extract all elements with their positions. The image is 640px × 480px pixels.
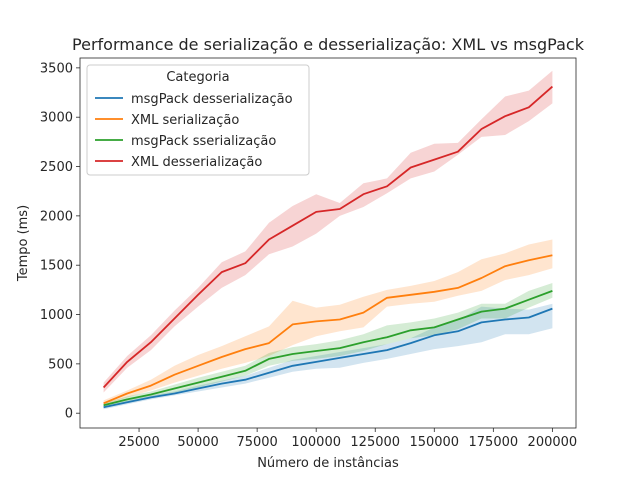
- legend-title: Categoria: [166, 70, 229, 85]
- y-tick-label: 3000: [40, 111, 73, 126]
- chart-title: Performance de serialização e desseriali…: [72, 35, 585, 54]
- x-axis-label: Número de instâncias: [257, 456, 399, 471]
- legend-label-msgpack-desserializacao: msgPack desserialização: [131, 92, 293, 107]
- legend-box: [86, 64, 310, 176]
- x-tick-label: 150000: [409, 435, 459, 450]
- y-tick-label: 1000: [40, 308, 73, 323]
- legend-label-xml-serializacao: XML serialização: [131, 113, 239, 128]
- x-tick-label: 100000: [291, 435, 341, 450]
- legend-entries: msgPack desserialização XML serialização m…: [95, 92, 293, 170]
- confidence-bands: [103, 70, 553, 410]
- y-tick-label: 2000: [40, 209, 73, 224]
- y-tick-label: 0: [65, 407, 73, 422]
- x-axis-ticks: 25000 50000 75000 100000 125000 150000 175000 2…: [118, 428, 577, 450]
- band-xml-desserializacao: [103, 70, 553, 393]
- y-tick-label: 3500: [40, 61, 73, 76]
- y-axis-ticks: 0 500 1000 1500 2000 2500 3000 3500: [40, 61, 80, 422]
- plot-frame: [79, 57, 577, 429]
- x-tick-label: 25000: [118, 435, 159, 450]
- x-tick-label: 200000: [528, 435, 578, 450]
- legend: Categoria msgPack desserialização XML ser…: [86, 64, 310, 176]
- band-msgpack-desserializacao: [103, 303, 553, 410]
- band-msgpack-sserializacao: [103, 283, 553, 408]
- legend-label-xml-desserializacao: XML desserialização: [131, 155, 262, 170]
- y-axis-label: Tempo (ms): [16, 205, 31, 282]
- x-tick-label: 175000: [469, 435, 519, 450]
- series-lines: [102, 85, 553, 409]
- y-tick-label: 500: [48, 357, 73, 372]
- x-tick-label: 125000: [350, 435, 400, 450]
- band-xml-serializacao: [103, 239, 553, 406]
- legend-label-msgpack-sserializacao: msgPack sserialização: [131, 134, 276, 149]
- series-line-xml-serializacao: [103, 254, 553, 405]
- series-line-msgpack-desserializacao: [103, 307, 553, 409]
- series-line-xml-desserializacao: [102, 85, 553, 389]
- y-tick-label: 2500: [40, 160, 73, 175]
- x-tick-label: 75000: [236, 435, 277, 450]
- y-tick-label: 1500: [40, 259, 73, 274]
- series-line-msgpack-sserializacao: [103, 290, 553, 407]
- x-tick-label: 50000: [177, 435, 218, 450]
